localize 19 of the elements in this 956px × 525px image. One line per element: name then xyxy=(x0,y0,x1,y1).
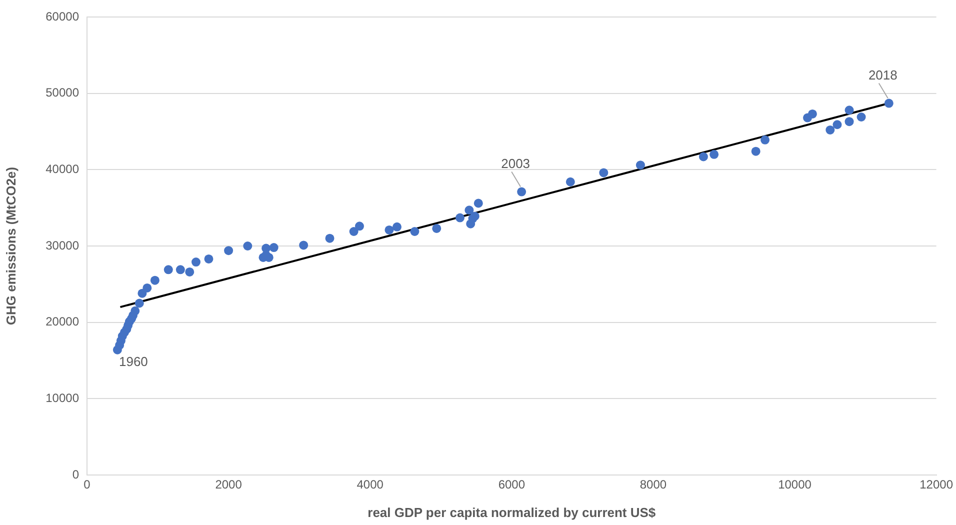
y-tick-label: 30000 xyxy=(46,238,80,252)
x-tick-label: 10000 xyxy=(778,478,812,492)
x-tick-label: 0 xyxy=(84,478,91,492)
x-tick-label: 8000 xyxy=(640,478,667,492)
x-tick-label: 2000 xyxy=(215,478,242,492)
annotation: 1960 xyxy=(118,354,148,369)
annotation: 2003 xyxy=(501,156,530,171)
y-tick-label: 50000 xyxy=(46,86,80,100)
y-axis-title: GHG emissions (MtCO2e) xyxy=(3,166,18,326)
x-axis-title: real GDP per capita normalized by current US$ xyxy=(368,504,656,520)
y-tick-label: 0 xyxy=(72,467,80,482)
annotation: 2018 xyxy=(868,67,898,82)
y-tick-label: 40000 xyxy=(46,162,80,176)
y-tick-label: 60000 xyxy=(46,9,80,24)
y-tick-label: 20000 xyxy=(46,314,80,329)
x-tick-label: 12000 xyxy=(920,478,954,492)
x-tick-label: 6000 xyxy=(498,478,526,492)
y-tick-label: 10000 xyxy=(46,390,80,405)
x-tick-label: 4000 xyxy=(356,478,384,492)
